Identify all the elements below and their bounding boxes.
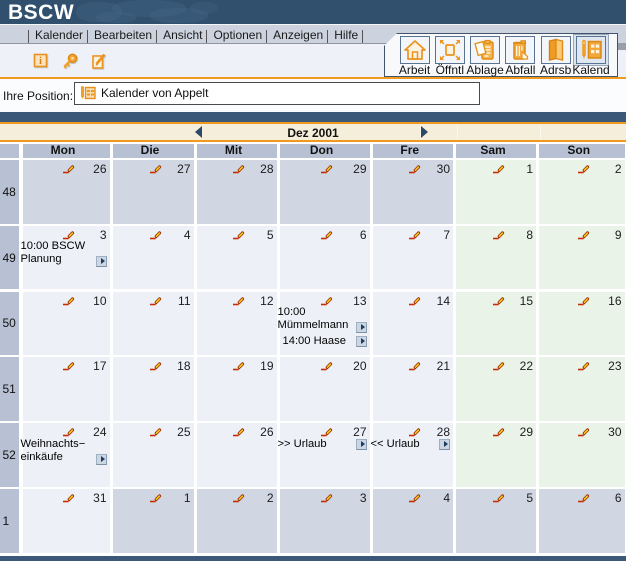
svg-text:i: i bbox=[39, 56, 42, 67]
